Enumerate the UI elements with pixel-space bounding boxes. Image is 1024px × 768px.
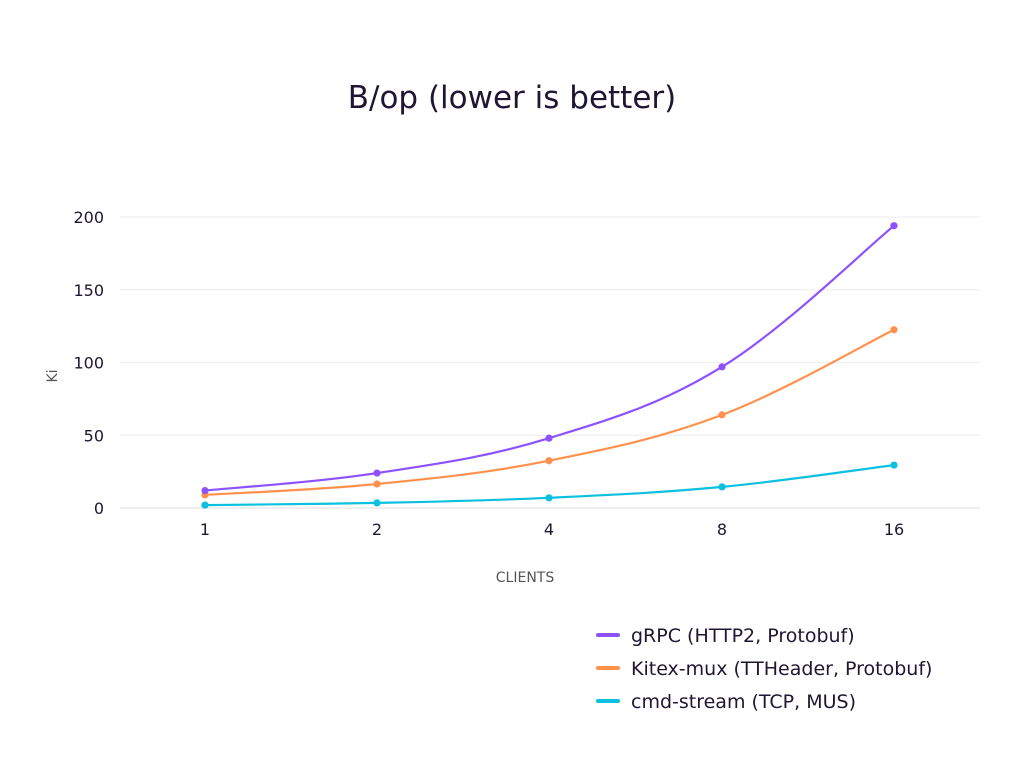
y-axis-ticks: 0 50 100 150 200 bbox=[73, 208, 104, 518]
legend-label: gRPC (HTTP2, Protobuf) bbox=[631, 625, 855, 647]
data-point bbox=[201, 501, 209, 509]
x-axis-label: CLIENTS bbox=[496, 570, 555, 586]
legend: gRPC (HTTP2, Protobuf) Kitex-mux (TTHeade… bbox=[596, 625, 932, 713]
x-tick-label: 1 bbox=[200, 520, 210, 539]
y-tick-label: 100 bbox=[73, 354, 104, 373]
data-point bbox=[890, 461, 898, 469]
legend-label: Kitex-mux (TTHeader, Protobuf) bbox=[631, 658, 932, 680]
x-tick-label: 16 bbox=[884, 520, 904, 539]
x-tick-label: 2 bbox=[372, 520, 382, 539]
series-line bbox=[204, 328, 895, 497]
chart-title: B/op (lower is better) bbox=[348, 80, 677, 116]
y-tick-label: 150 bbox=[73, 281, 104, 300]
x-tick-label: 8 bbox=[717, 520, 727, 539]
y-tick-label: 0 bbox=[94, 499, 104, 518]
grid-lines bbox=[120, 216, 980, 509]
data-point bbox=[718, 483, 726, 491]
y-tick-label: 200 bbox=[73, 208, 104, 227]
data-point bbox=[201, 486, 209, 495]
series-line bbox=[204, 224, 895, 492]
data-point bbox=[373, 469, 381, 477]
data-point bbox=[545, 457, 553, 465]
data-point bbox=[545, 434, 553, 442]
data-point bbox=[545, 494, 553, 502]
data-point bbox=[373, 480, 381, 488]
data-point bbox=[373, 499, 381, 507]
legend-label: cmd-stream (TCP, MUS) bbox=[631, 691, 856, 713]
data-point bbox=[890, 222, 898, 230]
y-axis-label: Ki bbox=[45, 369, 61, 382]
series-lines bbox=[201, 222, 898, 509]
x-tick-label: 4 bbox=[544, 520, 554, 539]
y-tick-label: 50 bbox=[84, 426, 104, 445]
data-point bbox=[718, 363, 726, 371]
data-point bbox=[890, 326, 898, 334]
data-point bbox=[718, 411, 726, 419]
x-axis-ticks: 1 2 4 8 16 bbox=[200, 520, 904, 539]
